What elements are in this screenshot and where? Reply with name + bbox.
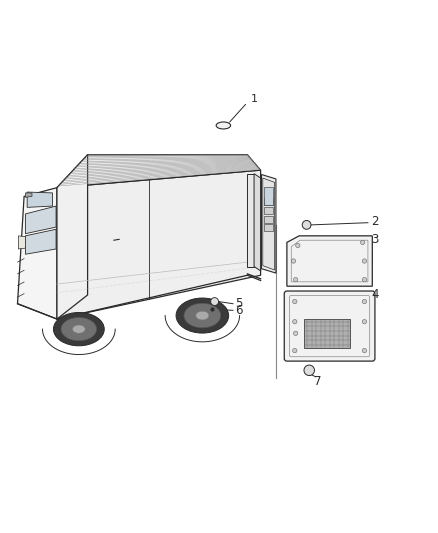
Circle shape	[362, 259, 367, 263]
Ellipse shape	[196, 311, 209, 320]
Polygon shape	[254, 174, 261, 271]
Polygon shape	[25, 193, 32, 197]
Text: 1: 1	[251, 94, 258, 104]
Ellipse shape	[216, 122, 230, 129]
Circle shape	[360, 240, 365, 245]
Ellipse shape	[73, 325, 85, 333]
Circle shape	[293, 319, 297, 324]
Polygon shape	[287, 236, 372, 286]
Text: 5: 5	[235, 297, 242, 310]
Ellipse shape	[176, 298, 229, 333]
Text: 4: 4	[371, 288, 378, 302]
Polygon shape	[18, 236, 25, 249]
Bar	[304, 319, 350, 348]
Polygon shape	[18, 188, 57, 319]
Polygon shape	[27, 192, 53, 207]
Circle shape	[362, 319, 367, 324]
Polygon shape	[57, 155, 261, 188]
Bar	[264, 216, 273, 223]
Circle shape	[291, 259, 296, 263]
Ellipse shape	[184, 303, 221, 328]
Circle shape	[293, 278, 298, 282]
Bar	[264, 207, 273, 214]
Polygon shape	[261, 174, 276, 273]
Text: 3: 3	[371, 233, 378, 246]
Bar	[264, 224, 273, 231]
Circle shape	[293, 300, 297, 304]
Text: 7: 7	[314, 375, 322, 388]
Polygon shape	[263, 178, 275, 270]
Text: 2: 2	[371, 215, 378, 228]
Bar	[264, 187, 273, 205]
Polygon shape	[57, 155, 88, 319]
Polygon shape	[57, 170, 261, 319]
Circle shape	[293, 349, 297, 353]
Circle shape	[296, 243, 300, 248]
Circle shape	[302, 221, 311, 229]
Polygon shape	[247, 174, 254, 266]
Circle shape	[362, 349, 367, 353]
Circle shape	[362, 278, 367, 282]
FancyBboxPatch shape	[284, 291, 375, 361]
Circle shape	[211, 297, 219, 305]
Bar	[264, 198, 273, 205]
Circle shape	[293, 331, 298, 335]
Polygon shape	[25, 206, 56, 233]
Ellipse shape	[53, 312, 104, 346]
Ellipse shape	[61, 318, 97, 341]
Circle shape	[362, 300, 367, 304]
Circle shape	[304, 365, 314, 376]
Text: 6: 6	[235, 304, 242, 317]
Polygon shape	[25, 229, 56, 254]
